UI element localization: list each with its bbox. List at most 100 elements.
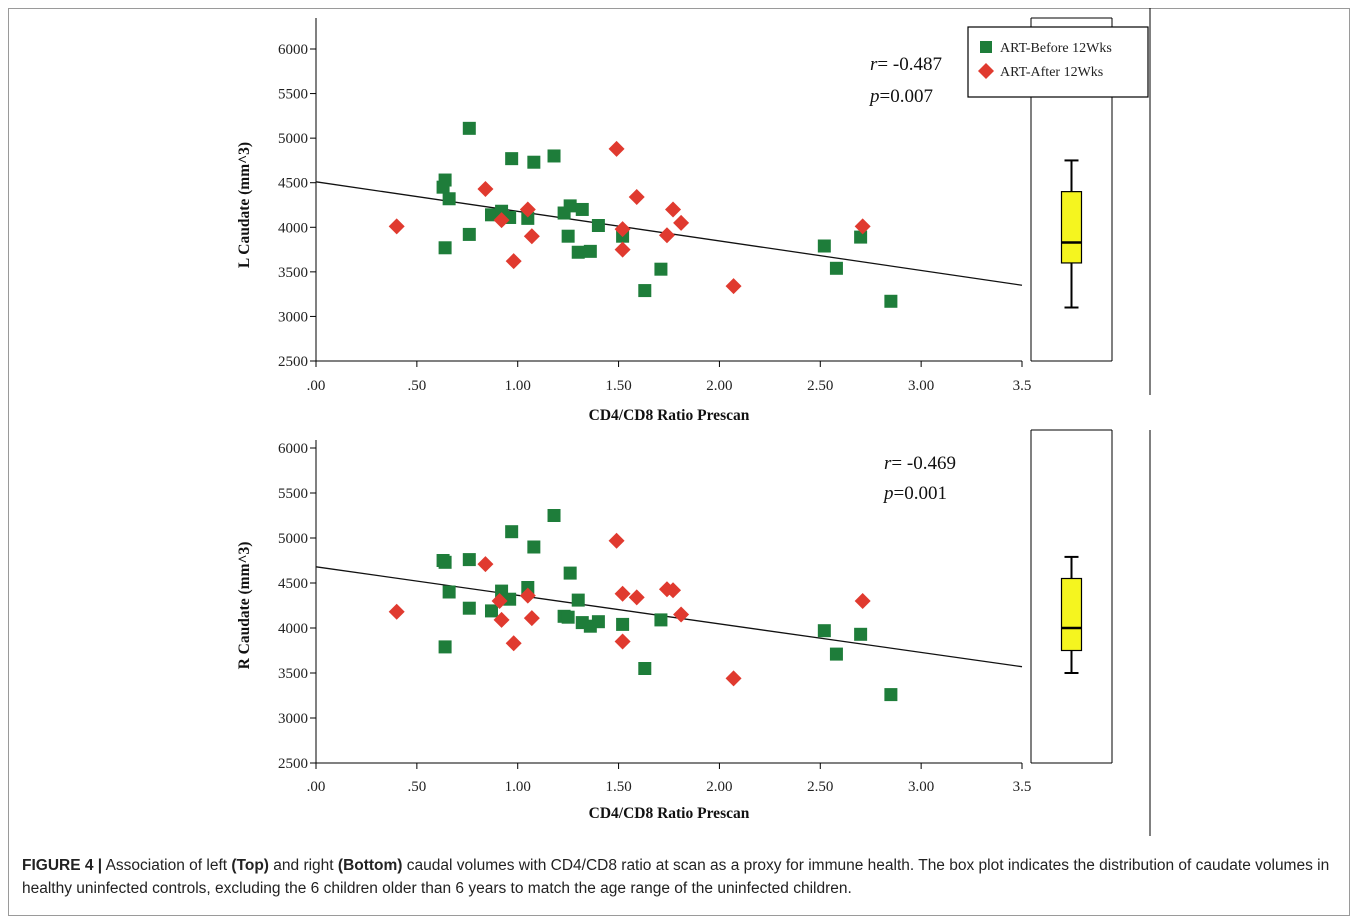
- bottom-y-tick-label: 4500: [278, 576, 308, 592]
- top-point-art-before-square: [547, 149, 561, 163]
- top-y-tick-label: 5000: [278, 131, 308, 147]
- caption-part2: and right: [268, 857, 338, 874]
- bottom-y-tick-label: 5000: [278, 531, 308, 547]
- bottom-point-art-after-diamond: [628, 589, 645, 606]
- bottom-r-symbol: r: [884, 453, 892, 474]
- caption-part3: caudal volumes with CD4/CD8 ratio at sca…: [22, 857, 1330, 897]
- top-point-art-before-square: [561, 229, 575, 243]
- bottom-x-axis-title: CD4/CD8 Ratio Prescan: [589, 805, 750, 822]
- bottom-point-art-before-square: [462, 601, 476, 615]
- bottom-point-art-after-diamond: [854, 593, 871, 609]
- bottom-point-art-before-square: [547, 509, 561, 522]
- bottom-y-tick-label: 4000: [278, 621, 308, 637]
- top-point-art-after-diamond: [523, 228, 540, 245]
- bottom-point-art-after-diamond: [505, 635, 522, 652]
- top-r-symbol: r: [870, 54, 878, 75]
- top-point-art-after-diamond: [493, 212, 510, 229]
- bottom-r-annotation: r= -0.469: [884, 453, 956, 474]
- bottom-point-art-before-square: [438, 640, 452, 654]
- bottom-point-art-before-square: [503, 592, 517, 606]
- top-point-art-after-diamond: [665, 201, 682, 218]
- bottom-point-art-after-diamond: [665, 582, 682, 599]
- bottom-y-axis-title: R Caudate (mm^3): [236, 542, 253, 670]
- figure-caption: FIGURE 4 | Association of left (Top) and…: [22, 854, 1342, 900]
- bottom-point-art-after-diamond: [519, 587, 536, 604]
- top-point-art-before-square: [438, 241, 452, 255]
- bottom-p-annotation: p=0.001: [882, 483, 947, 504]
- legend-label-art-before: ART-Before 12Wks: [1000, 41, 1112, 56]
- top-point-art-before-square: [638, 284, 652, 298]
- top-point-art-before-square: [854, 230, 868, 244]
- top-point-art-before-square: [591, 219, 605, 233]
- legend-marker-diamond: [978, 63, 994, 79]
- top-y-tick-label: 3000: [278, 309, 308, 325]
- bottom-point-art-after-diamond: [388, 603, 405, 620]
- top-point-art-before-square: [462, 121, 476, 135]
- bottom-boxplot-box: [1060, 577, 1083, 652]
- top-point-art-before-square: [583, 244, 597, 258]
- top-y-tick-label: 4500: [278, 176, 308, 192]
- bottom-y-tick-label: 6000: [278, 441, 308, 457]
- top-point-art-after-diamond: [628, 188, 645, 205]
- top-point-art-after-diamond: [725, 278, 742, 295]
- bottom-point-art-before-square: [561, 610, 575, 624]
- top-x-tick-label: 2.50: [807, 378, 833, 394]
- top-point-art-after-diamond: [519, 201, 536, 218]
- bottom-point-art-before-square: [654, 613, 668, 627]
- bottom-point-art-after-diamond: [491, 593, 508, 609]
- bottom-point-art-before-square: [505, 525, 519, 539]
- top-point-art-after-diamond: [658, 227, 675, 244]
- legend-marker-square: [980, 41, 992, 53]
- bottom-x-tick-label: .50: [407, 779, 426, 795]
- top-point-art-before-square: [527, 155, 541, 169]
- bottom-point-art-before-square: [571, 593, 585, 607]
- top-r-annotation: r= -0.487: [870, 54, 942, 75]
- bottom-x-tick-label: 2.50: [807, 779, 833, 795]
- top-x-tick-label: .50: [407, 378, 426, 394]
- top-point-art-before-square: [438, 173, 452, 187]
- bottom-point-art-before-square: [591, 615, 605, 629]
- bottom-point-art-before-square: [527, 540, 541, 554]
- bottom-y-tick-label: 3500: [278, 666, 308, 682]
- top-x-tick-label: 3.5: [1013, 378, 1032, 394]
- figure-frame: [8, 8, 1350, 916]
- top-point-art-after-diamond: [388, 218, 405, 235]
- top-point-art-before-square: [575, 202, 589, 216]
- bottom-point-art-before-square: [884, 688, 898, 702]
- top-point-art-after-diamond: [505, 253, 522, 270]
- top-y-tick-label: 6000: [278, 42, 308, 58]
- bottom-x-tick-label: 1.50: [605, 779, 631, 795]
- top-point-art-after-diamond: [673, 214, 690, 231]
- caption-part1: Association of left: [102, 857, 232, 874]
- top-point-art-after-diamond: [614, 221, 631, 238]
- legend-box: [967, 26, 1149, 98]
- bottom-point-art-after-diamond: [523, 610, 540, 627]
- top-boxplot-box: [1060, 191, 1083, 264]
- bottom-y-tick-label: 2500: [278, 756, 308, 772]
- bottom-p-symbol: p: [882, 483, 894, 504]
- bottom-point-art-after-diamond: [493, 611, 510, 628]
- top-x-tick-label: 2.00: [706, 378, 732, 394]
- top-point-art-after-diamond: [477, 180, 494, 197]
- bottom-point-art-before-square: [829, 647, 843, 661]
- top-point-art-before-square: [884, 294, 898, 308]
- top-point-art-before-square: [563, 199, 577, 213]
- bottom-x-tick-label: 1.00: [505, 779, 531, 795]
- bottom-point-art-before-square: [616, 617, 630, 631]
- bottom-point-art-after-diamond: [673, 606, 690, 623]
- top-p-annotation: p=0.007: [868, 86, 933, 107]
- top-point-art-after-diamond: [854, 218, 871, 235]
- top-point-art-before-square: [505, 152, 519, 166]
- top-y-tick-label: 4000: [278, 220, 308, 236]
- caption-bottom: (Bottom): [337, 857, 403, 874]
- top-r-value: = -0.487: [877, 54, 942, 75]
- top-point-art-before-square: [462, 227, 476, 241]
- top-point-art-before-square: [521, 211, 535, 225]
- bottom-point-art-before-square: [438, 555, 452, 569]
- top-y-tick-label: 5500: [278, 87, 308, 103]
- bottom-point-art-after-diamond: [608, 532, 625, 549]
- bottom-point-art-before-square: [854, 627, 868, 641]
- bottom-point-art-before-square: [817, 624, 831, 638]
- top-point-art-before-square: [654, 262, 668, 276]
- bottom-point-art-before-square: [563, 566, 577, 580]
